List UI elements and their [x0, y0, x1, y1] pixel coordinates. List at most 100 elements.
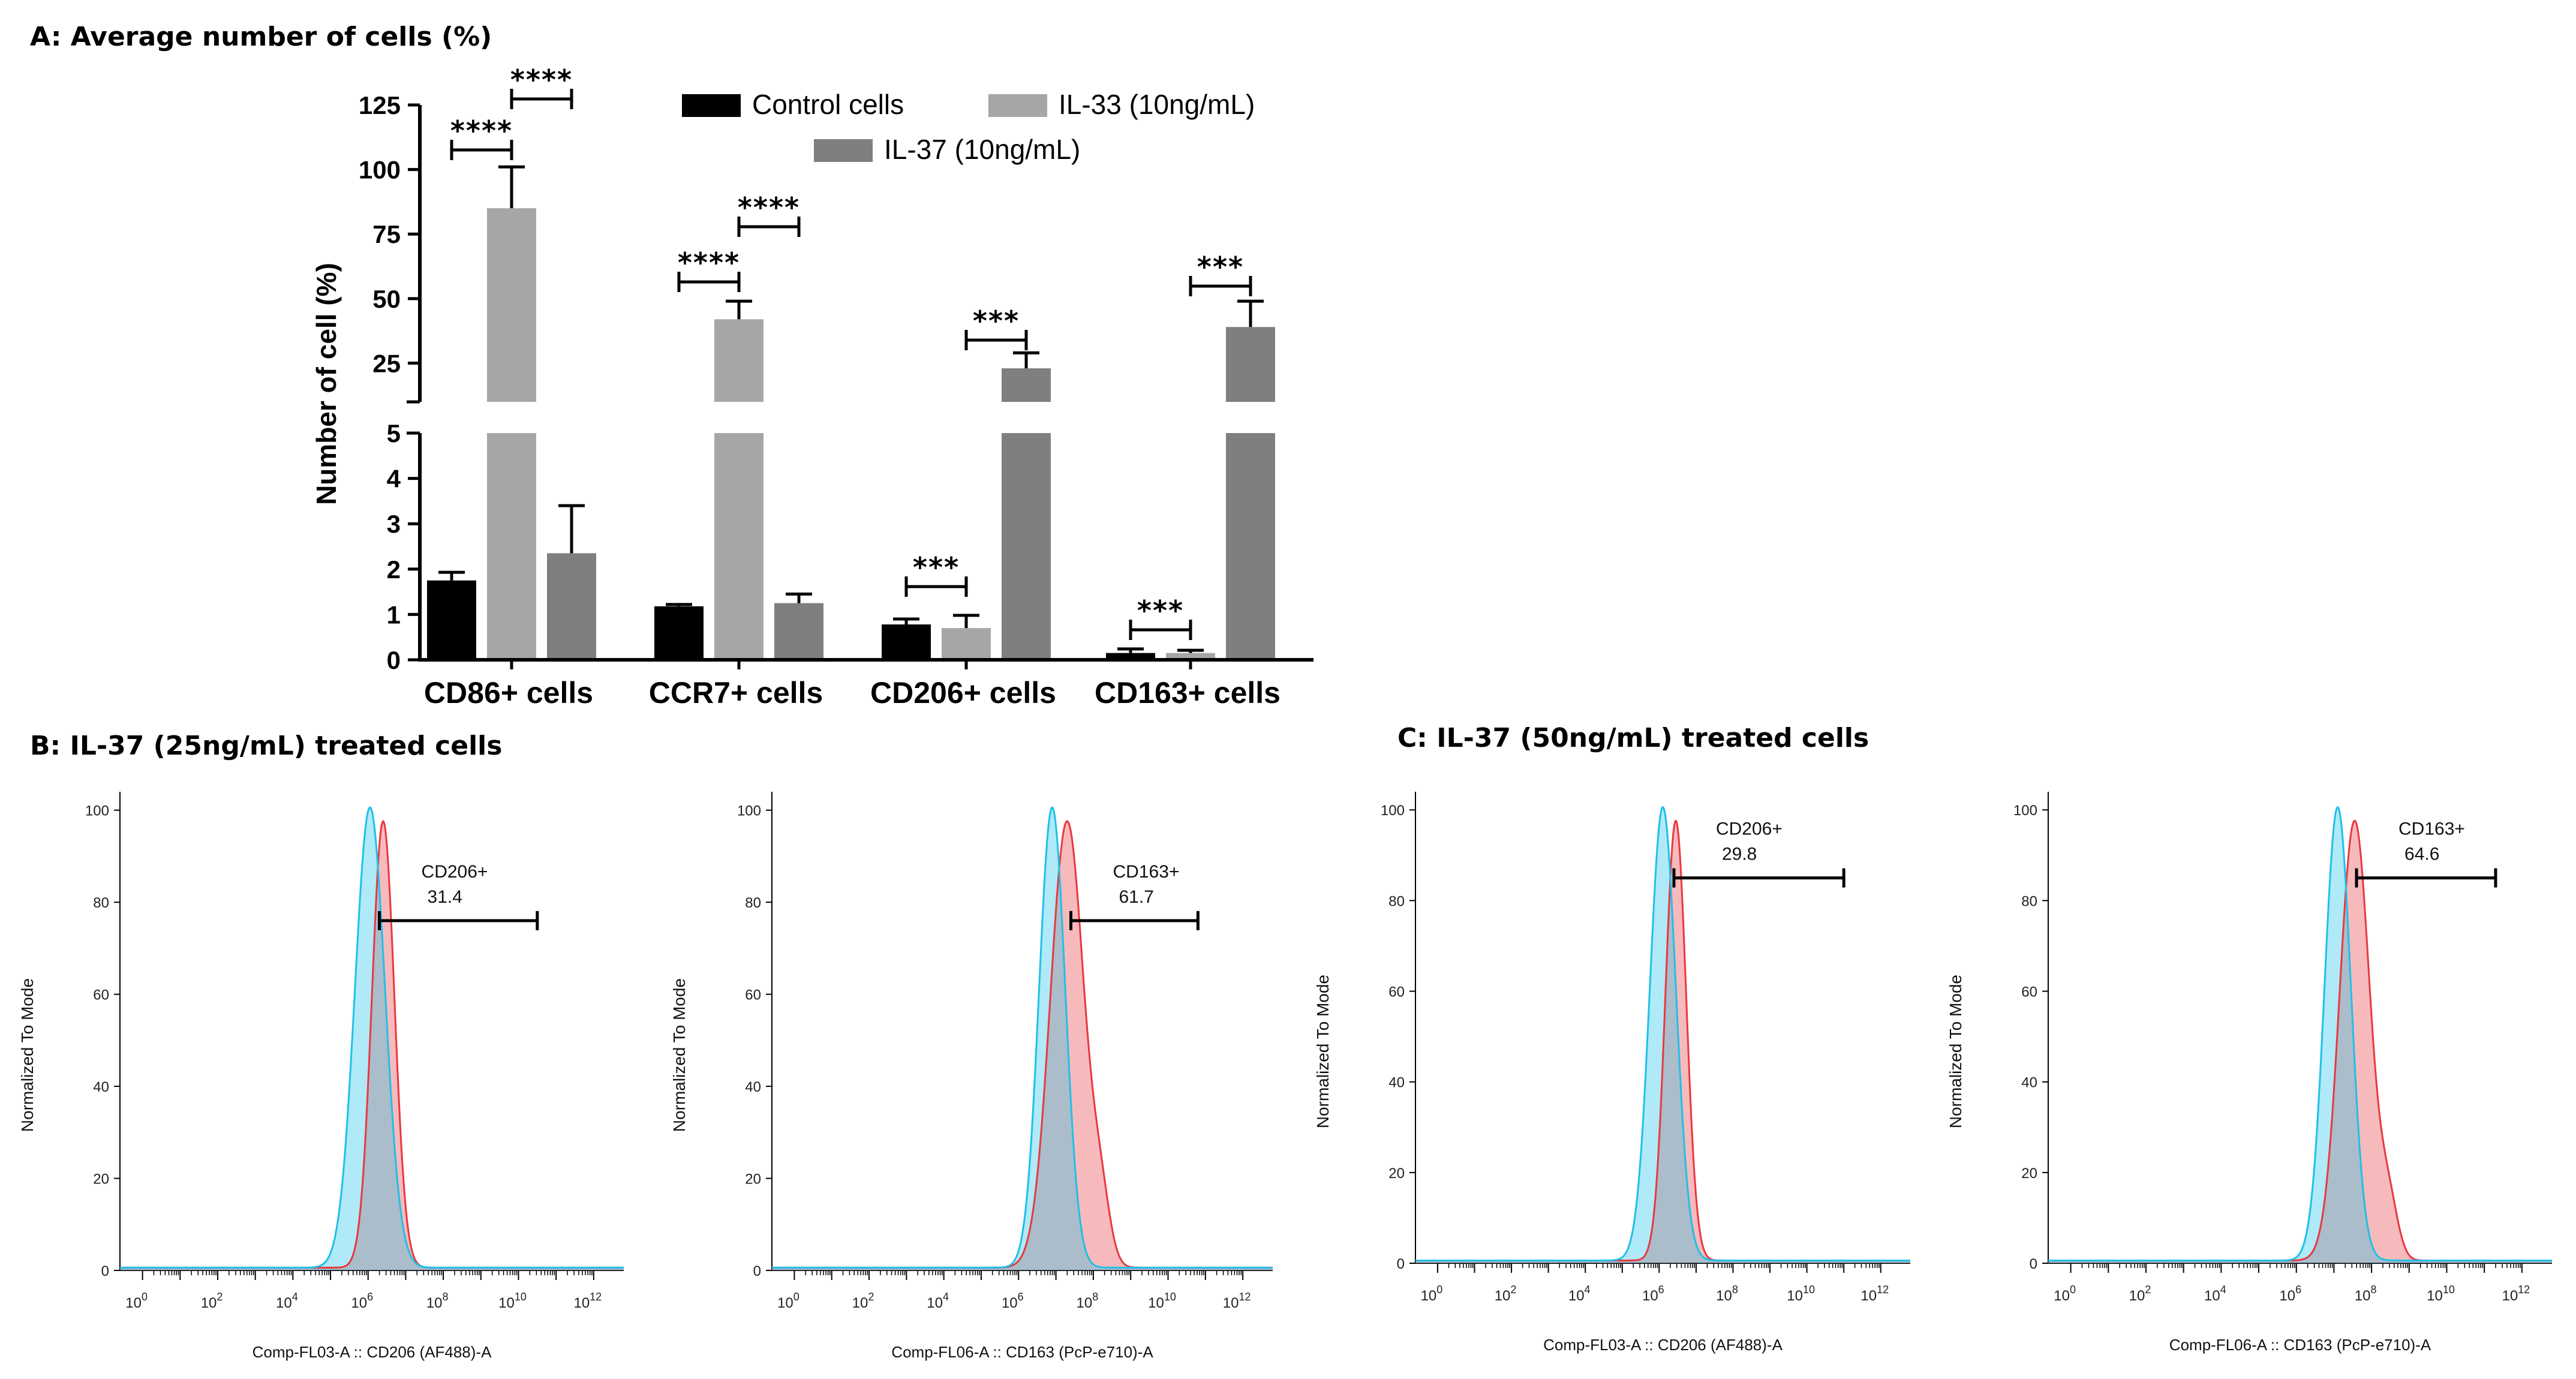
significance-label: *** — [973, 305, 1020, 337]
histogram-x-tick-label: 100 — [777, 1291, 799, 1311]
y-tick-label: 75 — [372, 220, 401, 248]
treated-histogram-fill — [2048, 821, 2552, 1263]
treated-histogram-fill — [120, 821, 624, 1270]
gate-label: CD163+ — [2398, 819, 2465, 839]
category-label: CD86+ cells — [424, 676, 593, 710]
bar — [714, 433, 764, 660]
significance-label: **** — [678, 247, 740, 279]
gate-label: CD206+ — [1716, 819, 1783, 839]
histogram-y-tick-label: 20 — [93, 1171, 109, 1188]
histogram-y-tick-label: 60 — [745, 987, 761, 1004]
histogram-x-tick-label: 102 — [1495, 1284, 1517, 1304]
histogram-y-tick-label: 100 — [85, 803, 109, 819]
bar — [1002, 433, 1051, 660]
y-tick-label: 125 — [359, 91, 401, 119]
legend-swatch — [988, 94, 1047, 117]
y-tick-label: 50 — [372, 285, 401, 313]
histogram-x-tick-label: 104 — [927, 1291, 949, 1311]
bar — [1226, 327, 1275, 402]
control-histogram-line — [120, 806, 624, 1269]
y-tick-label: 0 — [387, 646, 401, 674]
control-histogram-fill — [2048, 807, 2552, 1263]
histogram-y-tick-label: 0 — [1397, 1256, 1405, 1272]
histogram-3: 0 20 40 60 80 100 100 102 104 106 108 1010 1012 CD206… — [1313, 792, 1910, 1354]
y-tick-label: 5 — [387, 419, 401, 447]
gate-value: 31.4 — [428, 887, 462, 907]
histogram-x-tick-label: 108 — [426, 1291, 449, 1311]
histogram-y-tick-label: 0 — [101, 1263, 109, 1279]
panel-c-title: C: IL-37 (50ng/mL) treated cells — [1397, 723, 1869, 753]
histogram-x-tick-label: 106 — [1642, 1284, 1664, 1304]
control-histogram-fill — [1415, 807, 1910, 1263]
significance-label: **** — [450, 115, 513, 147]
control-histogram-fill — [772, 807, 1273, 1270]
bar — [1166, 653, 1215, 660]
histogram-x-tick-label: 106 — [1002, 1291, 1024, 1311]
bar — [1226, 433, 1275, 660]
bar — [714, 319, 764, 402]
gate-value: 64.6 — [2404, 845, 2439, 864]
bar — [882, 624, 931, 660]
histogram-x-tick-label: 104 — [276, 1291, 298, 1311]
control-histogram-line — [2048, 806, 2552, 1261]
histogram-y-tick-label: 100 — [2013, 803, 2037, 819]
histogram-x-tick-label: 1012 — [573, 1291, 602, 1311]
histogram-x-axis-label: Comp-FL03-A :: CD206 (AF488)-A — [1543, 1336, 1783, 1354]
histogram-y-axis-label: Normalized To Mode — [18, 978, 37, 1132]
histogram-y-tick-label: 60 — [2021, 984, 2037, 1001]
treated-histogram-line — [2048, 819, 2552, 1261]
histogram-y-tick-label: 40 — [2021, 1075, 2037, 1091]
treated-histogram-fill — [772, 821, 1273, 1270]
bar — [1002, 368, 1051, 402]
control-histogram-line — [772, 806, 1273, 1269]
histogram-y-tick-label: 20 — [2021, 1165, 2037, 1182]
gate-label: CD163+ — [1113, 862, 1180, 882]
histogram-y-axis-label: Normalized To Mode — [670, 978, 689, 1132]
control-histogram-line — [1415, 806, 1910, 1261]
histogram-x-tick-label: 1010 — [1787, 1284, 1815, 1304]
gate-label: CD206+ — [422, 862, 488, 882]
histogram-y-tick-label: 40 — [745, 1079, 761, 1095]
significance-label: **** — [510, 64, 573, 96]
histogram-y-tick-label: 100 — [1381, 803, 1405, 819]
histogram-x-tick-label: 100 — [1421, 1284, 1443, 1304]
y-axis-label: Number of cell (%) — [311, 263, 342, 505]
histogram-x-tick-label: 104 — [2204, 1284, 2226, 1304]
bar — [547, 553, 596, 660]
bar — [942, 628, 991, 660]
histogram-y-tick-label: 60 — [93, 987, 109, 1004]
significance-label: *** — [1197, 251, 1244, 283]
legend-label: IL-37 (10ng/mL) — [884, 134, 1080, 165]
histogram-x-tick-label: 100 — [125, 1291, 148, 1311]
histogram-x-tick-label: 1012 — [2502, 1284, 2530, 1304]
legend-label: IL-33 (10ng/mL) — [1059, 89, 1255, 120]
treated-histogram-fill — [1415, 821, 1910, 1263]
histogram-x-tick-label: 102 — [2129, 1284, 2151, 1304]
category-label: CCR7+ cells — [649, 676, 823, 710]
histogram-y-tick-label: 100 — [737, 803, 761, 819]
bar — [487, 433, 536, 660]
histogram-x-tick-label: 100 — [2054, 1284, 2076, 1304]
control-histogram-fill — [120, 807, 624, 1270]
bar — [1106, 653, 1155, 660]
histogram-y-tick-label: 80 — [1388, 893, 1405, 909]
histogram-x-tick-label: 108 — [2355, 1284, 2377, 1304]
histogram-4: 0 20 40 60 80 100 100 102 104 106 108 1010 1012 CD163… — [1946, 792, 2552, 1354]
y-tick-label: 3 — [387, 510, 401, 538]
histogram-x-axis-label: Comp-FL06-A :: CD163 (PcP-e710)-A — [2169, 1336, 2431, 1354]
panel-b-title: B: IL-37 (25ng/mL) treated cells — [30, 731, 502, 761]
histogram-y-tick-label: 80 — [745, 895, 761, 911]
category-label: CD163+ cells — [1095, 676, 1281, 710]
histogram-x-tick-label: 108 — [1077, 1291, 1099, 1311]
y-tick-label: 1 — [387, 600, 401, 629]
significance-label: *** — [1137, 594, 1184, 627]
panel-a-title: A: Average number of cells (%) — [30, 22, 492, 52]
histogram-y-tick-label: 80 — [93, 895, 109, 911]
histogram-x-tick-label: 104 — [1568, 1284, 1591, 1304]
histogram-x-tick-label: 1010 — [2427, 1284, 2455, 1304]
histogram-y-tick-label: 40 — [93, 1079, 109, 1095]
histogram-x-tick-label: 106 — [2279, 1284, 2301, 1304]
significance-label: **** — [738, 191, 800, 224]
histogram-y-axis-label: Normalized To Mode — [1946, 975, 1965, 1128]
bar — [654, 606, 704, 660]
